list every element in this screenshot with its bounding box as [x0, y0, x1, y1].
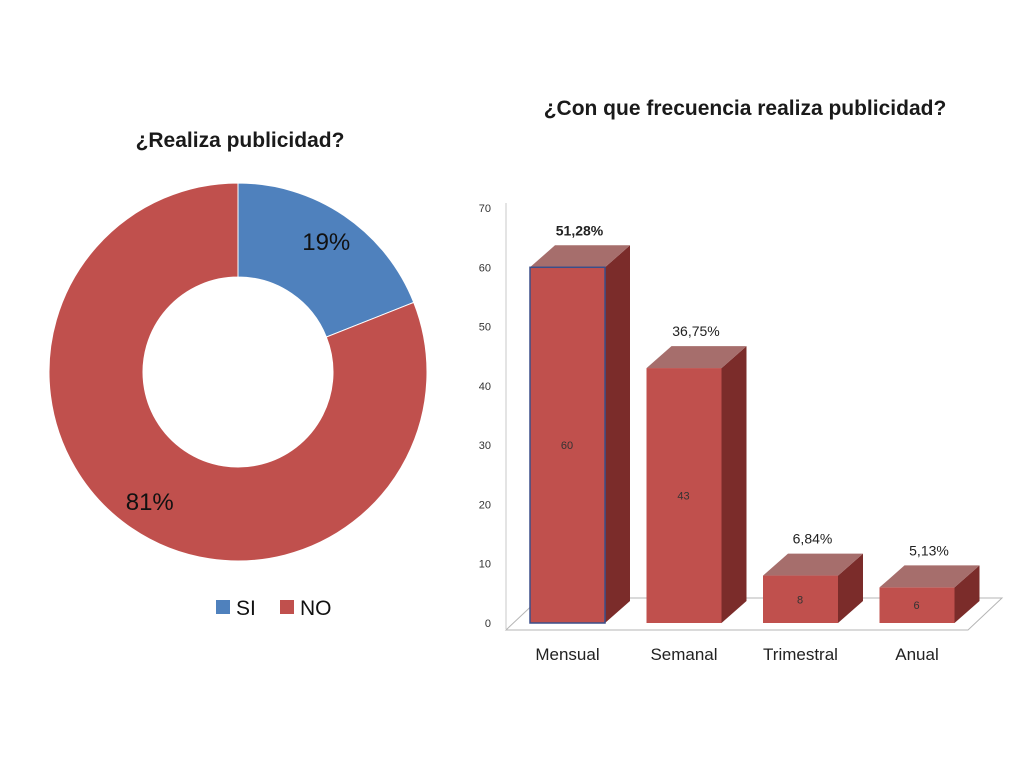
doughnut-legend: SI NO	[216, 597, 332, 620]
x-category-label: Semanal	[650, 645, 717, 664]
doughnut-slices	[48, 182, 428, 562]
y-tick-label: 30	[479, 440, 491, 452]
bar-top-face	[646, 346, 747, 369]
bar-value-label: 43	[677, 491, 689, 503]
bar-value-label: 8	[797, 594, 803, 606]
bar-value-label: 60	[561, 440, 573, 452]
doughnut-label-no: 81%	[126, 489, 174, 516]
y-tick-label: 50	[479, 322, 491, 334]
legend-swatch-si	[216, 600, 230, 614]
bar-front-face	[529, 266, 606, 624]
bar-chart-title: ¿Con que frecuencia realiza publicidad?	[544, 97, 947, 120]
bar-percent-label: 36,75%	[672, 323, 719, 339]
bar-top-face	[530, 245, 630, 268]
bar-side-face	[954, 565, 980, 623]
bar-front-face	[763, 575, 838, 623]
x-category-label: Trimestral	[763, 645, 838, 664]
y-tick-label: 70	[479, 203, 491, 215]
bar-percent-label: 6,84%	[793, 531, 833, 547]
x-category-label: Mensual	[535, 645, 599, 664]
bar-top-face	[763, 553, 863, 576]
bar-percent-label: 5,13%	[909, 542, 949, 558]
legend-label-no: NO	[300, 597, 332, 620]
doughnut-label-si: 19%	[302, 229, 350, 256]
y-tick-label: 20	[479, 499, 491, 511]
doughnut-chart-title: ¿Realiza publicidad?	[136, 129, 345, 152]
doughnut-chart: ¿Realiza publicidad? 19% 81% SI NO	[48, 129, 428, 620]
y-tick-label: 10	[479, 559, 491, 571]
bar-chart-y-axis: 0 10 20 30 40 50 60 70	[479, 203, 491, 630]
bar-front-face	[646, 368, 722, 623]
doughnut-labels: 19% 81%	[126, 229, 351, 516]
y-tick-label: 0	[485, 618, 491, 630]
bar-chart-floor	[504, 203, 1004, 631]
bar-chart-floor-plane	[504, 597, 1004, 631]
doughnut-slice-si	[237, 182, 415, 338]
bar-percent-label: 51,28%	[556, 222, 604, 238]
y-tick-label: 60	[479, 262, 491, 274]
bar-trimestral: 8 6,84%	[763, 531, 863, 623]
bar-side-face	[721, 346, 747, 623]
legend-label-si: SI	[236, 597, 256, 620]
bar-chart-bars: 60 51,28% 43 36,75% 8 6,84% 6 5,13%	[529, 222, 980, 624]
y-tick-label: 40	[479, 381, 491, 393]
bar-anual: 6 5,13%	[879, 542, 980, 623]
bar-chart: ¿Con que frecuencia realiza publicidad? …	[479, 97, 1004, 664]
bar-top-face	[879, 565, 980, 588]
doughnut-slice-no	[48, 182, 428, 562]
x-category-label: Anual	[895, 645, 938, 664]
legend-swatch-no	[280, 600, 294, 614]
bar-side-face	[838, 553, 863, 623]
bar-side-face	[605, 245, 630, 624]
bar-front-face	[879, 587, 955, 623]
bar-mensual: 60 51,28%	[529, 222, 630, 624]
bar-semanal: 43 36,75%	[646, 323, 747, 623]
bar-chart-x-axis: Mensual Semanal Trimestral Anual	[535, 645, 938, 664]
bar-value-label: 6	[913, 600, 919, 612]
